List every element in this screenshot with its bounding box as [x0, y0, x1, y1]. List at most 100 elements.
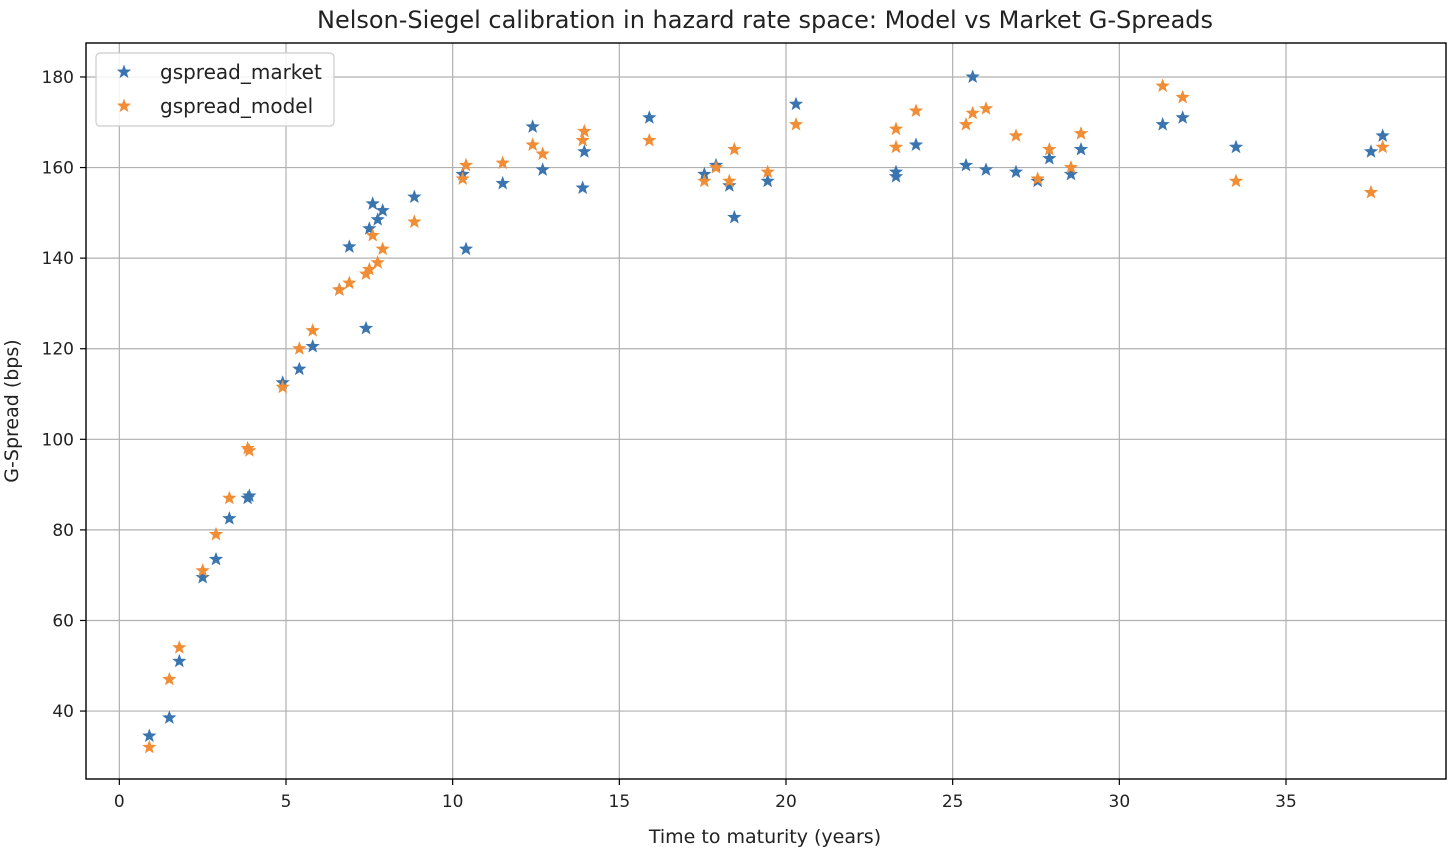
- data-point-gspread_model: [142, 739, 157, 754]
- data-point-gspread_model: [208, 526, 224, 541]
- data-point-gspread_model: [370, 255, 385, 269]
- data-point-gspread_model: [965, 105, 980, 120]
- chart-title: Nelson-Siegel calibration in hazard rate…: [317, 6, 1213, 34]
- data-point-gspread_market: [458, 241, 474, 256]
- data-point-gspread_model: [162, 671, 177, 686]
- data-point-gspread_model: [195, 563, 210, 577]
- data-point-gspread_model: [575, 132, 590, 147]
- data-point-gspread_market: [195, 569, 210, 584]
- data-point-gspread_market: [1073, 141, 1089, 156]
- data-point-gspread_market: [1175, 110, 1190, 124]
- data-point-gspread_model: [1363, 184, 1379, 199]
- data-point-gspread_model: [342, 275, 357, 290]
- x-tick-label: 0: [114, 792, 125, 812]
- data-point-gspread_market: [242, 488, 257, 502]
- data-point-gspread_market: [495, 175, 510, 190]
- data-point-gspread_model: [958, 117, 974, 131]
- legend: gspread_market gspread_model: [95, 52, 335, 127]
- data-point-gspread_model: [305, 323, 320, 337]
- legend-label-gspread_market: gspread_market: [160, 60, 322, 84]
- data-point-gspread_model: [727, 141, 742, 156]
- x-tick-label: 25: [942, 792, 964, 812]
- grid-lines: [86, 43, 1446, 779]
- x-tick-label: 15: [609, 792, 631, 812]
- data-point-gspread_market: [375, 203, 390, 217]
- data-point-gspread_market: [370, 212, 385, 226]
- data-point-gspread_market: [575, 180, 590, 194]
- data-point-gspread_model: [375, 241, 390, 256]
- data-point-gspread_model: [708, 160, 724, 174]
- data-point-gspread_market: [788, 96, 804, 111]
- data-point-gspread_model: [365, 227, 380, 242]
- data-point-gspread_market: [577, 144, 592, 158]
- data-point-gspread_market: [1008, 164, 1024, 179]
- data-point-gspread_model: [888, 121, 904, 136]
- data-point-gspread_market: [162, 710, 177, 724]
- data-point-gspread_market: [1363, 144, 1379, 158]
- data-point-gspread_model: [1073, 126, 1089, 140]
- legend-box: [95, 52, 335, 127]
- data-point-gspread_market: [292, 361, 307, 376]
- data-point-gspread_model: [697, 173, 712, 188]
- data-point-gspread_model: [495, 155, 510, 170]
- x-tick-label: 20: [775, 792, 797, 812]
- data-point-gspread_model: [535, 146, 550, 161]
- data-point-gspread_market: [358, 320, 374, 335]
- y-tick-label: 80: [52, 521, 74, 541]
- data-point-gspread_market: [142, 728, 157, 743]
- data-point-gspread_market: [365, 196, 380, 210]
- data-point-gspread_market: [760, 173, 775, 188]
- series-gspread_market: [142, 69, 1390, 743]
- data-point-gspread_market: [362, 221, 377, 235]
- data-point-gspread_model: [458, 157, 474, 172]
- legend-label-gspread_model: gspread_model: [160, 94, 313, 118]
- data-point-gspread_model: [642, 132, 657, 147]
- plot-frame: [85, 42, 1447, 780]
- data-point-gspread_model: [1008, 128, 1024, 142]
- y-tick-label: 160: [42, 159, 74, 179]
- y-tick-label: 180: [42, 68, 74, 88]
- data-point-gspread_market: [908, 137, 924, 151]
- data-point-gspread_model: [362, 261, 377, 276]
- data-point-gspread_model: [332, 282, 347, 296]
- data-point-gspread_model: [888, 139, 904, 154]
- y-axis-label: G-Spread (bps): [1, 339, 23, 482]
- data-point-gspread_model: [222, 490, 237, 505]
- data-point-gspread_model: [455, 171, 470, 185]
- data-point-gspread_market: [697, 166, 712, 181]
- x-axis-label: Time to maturity (years): [648, 826, 881, 848]
- x-tick-label: 35: [1275, 792, 1297, 812]
- data-point-gspread_model: [172, 640, 187, 654]
- data-point-gspread_market: [722, 178, 737, 192]
- data-point-gspread_market: [1375, 128, 1390, 142]
- data-point-gspread_model: [407, 214, 422, 228]
- data-point-gspread_market: [222, 511, 237, 525]
- data-point-gspread_market: [1042, 151, 1057, 165]
- data-point-gspread_model: [1042, 141, 1057, 156]
- data-point-gspread_market: [978, 162, 994, 176]
- data-point-gspread_model: [292, 341, 307, 355]
- x-tick-label: 5: [281, 792, 292, 812]
- data-point-gspread_model: [577, 123, 592, 138]
- data-point-gspread_model: [1063, 160, 1079, 174]
- data-point-gspread_market: [1228, 139, 1244, 154]
- data-point-gspread_model: [525, 137, 540, 151]
- data-point-gspread_market: [535, 162, 550, 176]
- data-point-gspread_market: [965, 69, 980, 84]
- series-gspread_model: [142, 78, 1390, 754]
- y-tick-label: 140: [42, 249, 74, 269]
- data-point-gspread_model: [275, 379, 290, 394]
- data-point-gspread_market: [305, 338, 320, 353]
- data-point-gspread_model: [1228, 173, 1244, 188]
- data-point-gspread_market: [342, 239, 357, 253]
- data-point-gspread_model: [1175, 89, 1190, 104]
- data-point-gspread_market: [958, 157, 974, 172]
- x-tick-label: 10: [442, 792, 464, 812]
- data-point-gspread_market: [727, 209, 742, 224]
- legend-marker-gspread_model: [116, 98, 132, 113]
- y-tick-label: 100: [42, 430, 74, 450]
- data-point-gspread_model: [788, 117, 804, 131]
- data-point-gspread_market: [888, 164, 904, 179]
- data-point-gspread_model: [1030, 171, 1045, 185]
